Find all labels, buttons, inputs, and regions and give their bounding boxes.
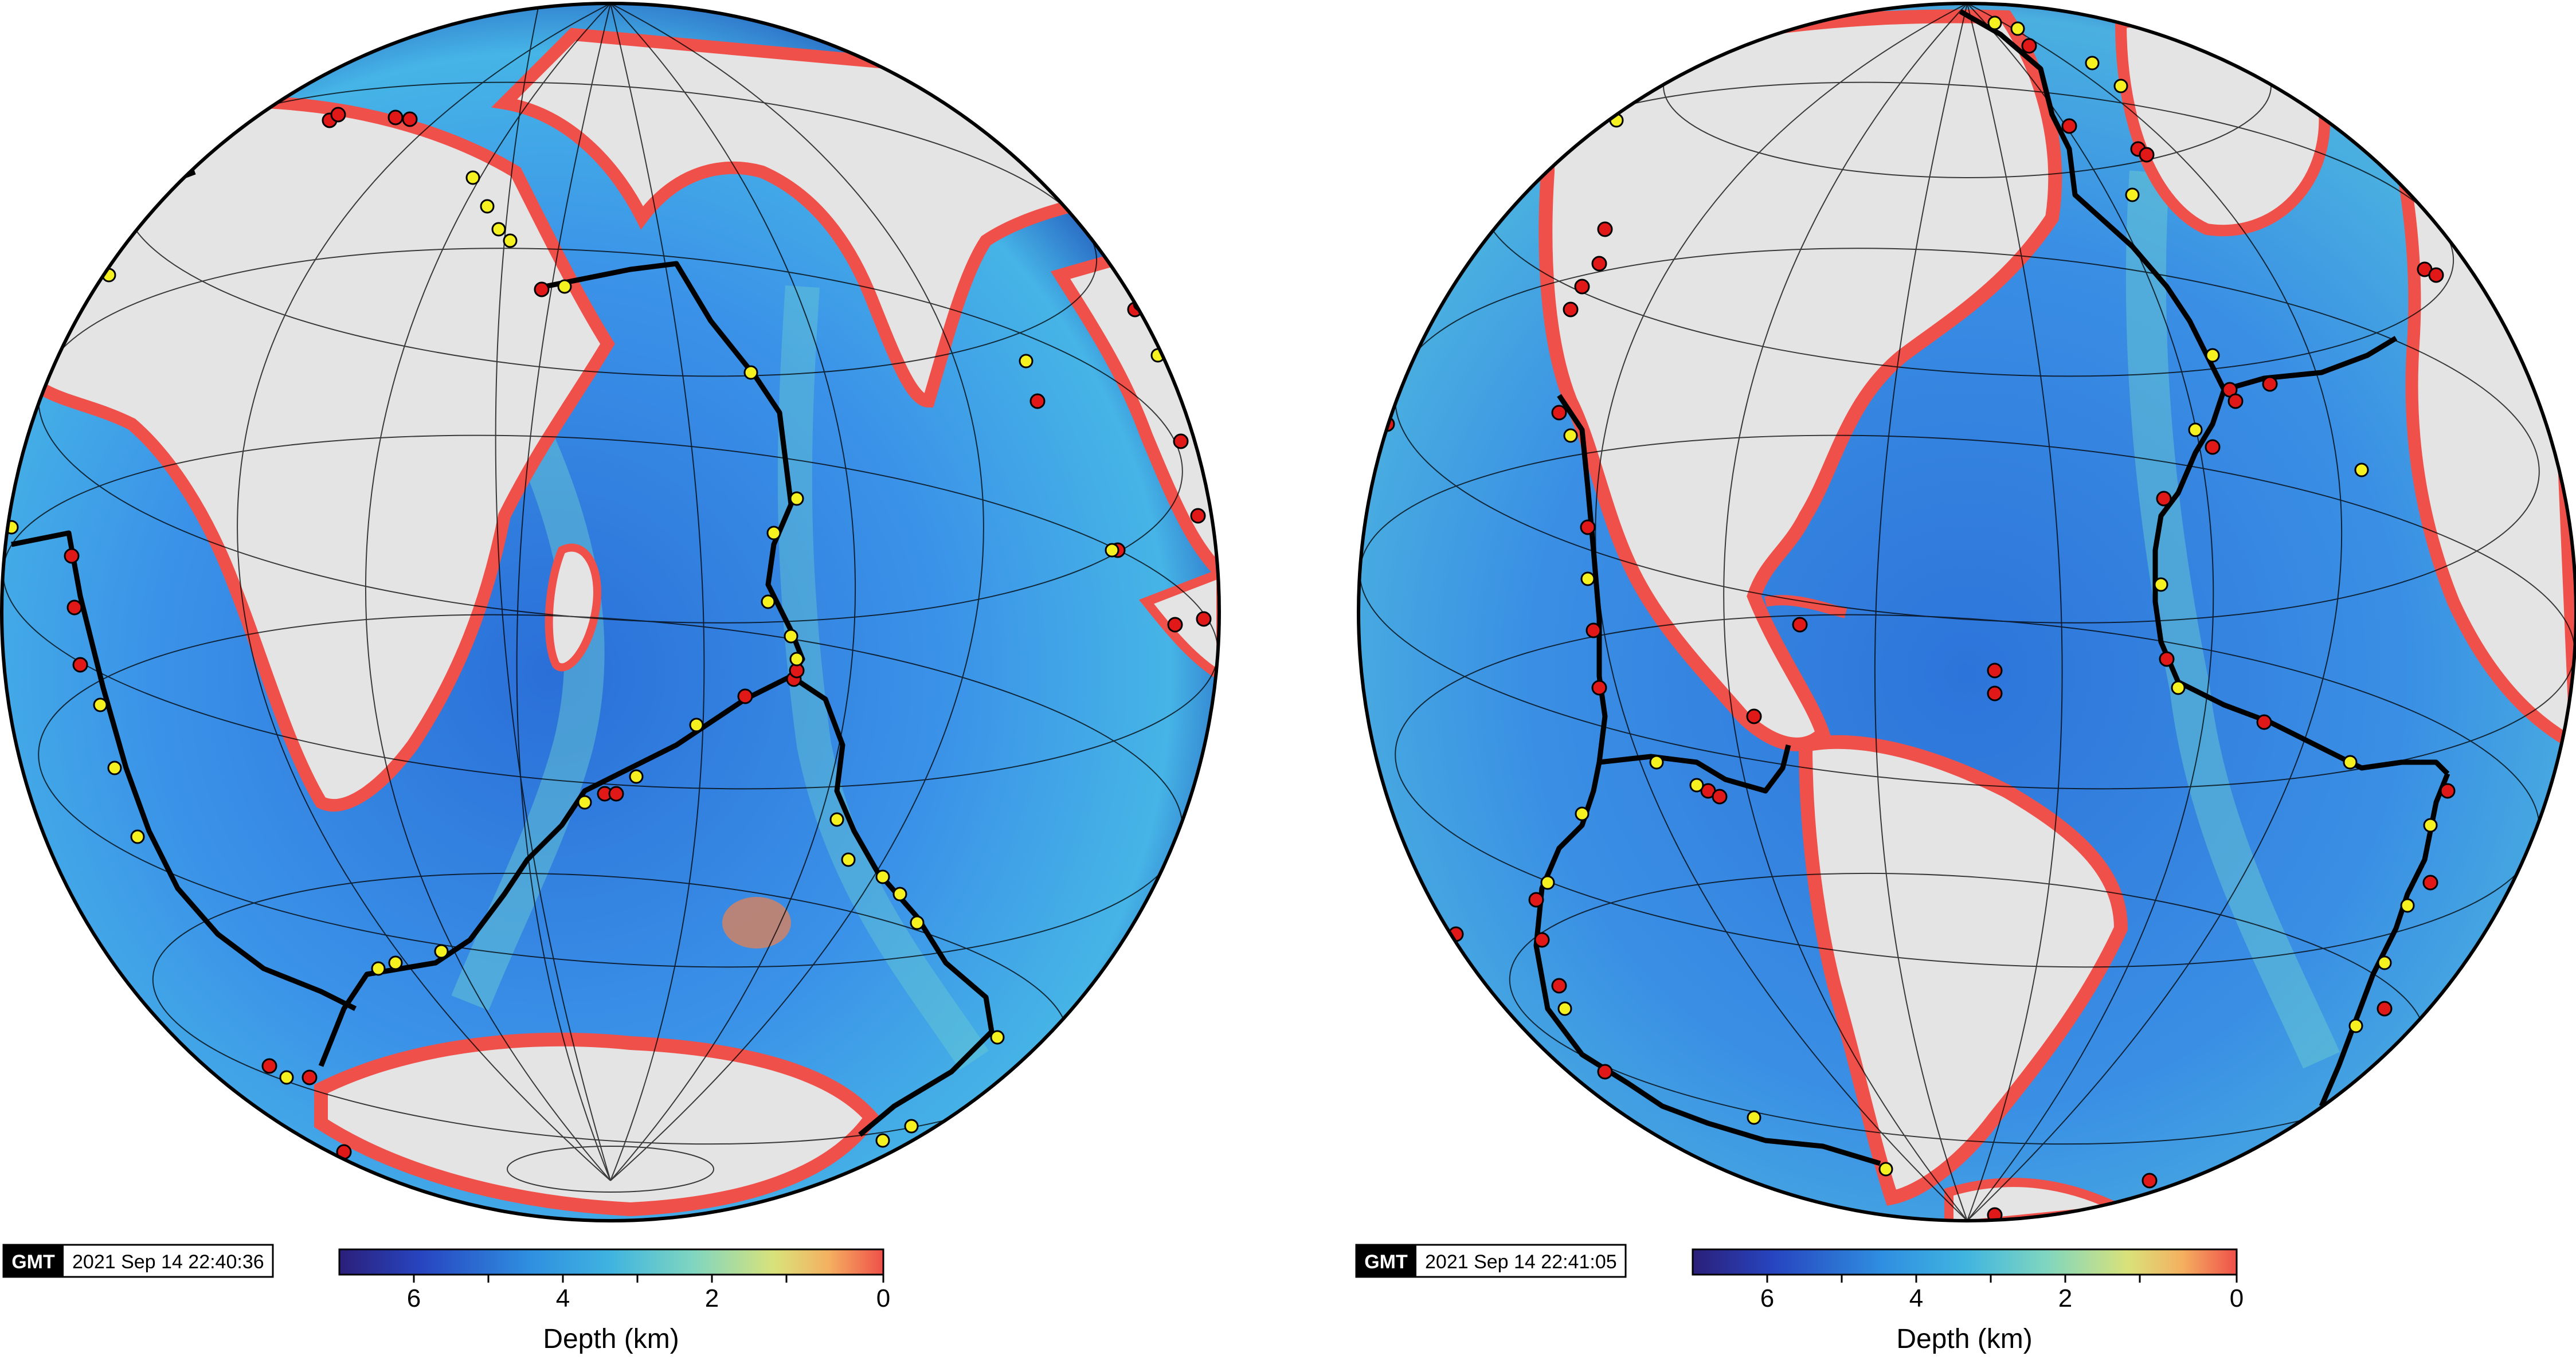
north-america-landmass xyxy=(1538,9,2062,751)
africa-landmass xyxy=(17,95,615,812)
caribbean-islands xyxy=(1764,595,1847,618)
gmt-logo-text: GMT xyxy=(1364,1251,1408,1273)
timestamp: 2021 Sep 14 22:40:36 xyxy=(72,1251,264,1273)
colorbar-label: Depth (km) xyxy=(1896,1324,2032,1354)
left-footer: GMT 2021 Sep 14 22:40:36 6 4 2 0 Depth (… xyxy=(2,1244,890,1354)
madagascar xyxy=(545,543,601,672)
depth-colorbar: 6 4 2 0 Depth (km) xyxy=(1692,1248,2244,1354)
colorbar-tick-0: 0 xyxy=(2230,1284,2244,1312)
globe-outline xyxy=(1357,2,2576,1222)
graticule xyxy=(1359,3,2575,1221)
graticule xyxy=(2,3,1219,1193)
timestamp-box: GMT 2021 Sep 14 22:41:05 xyxy=(1355,1244,1627,1278)
right-footer: GMT 2021 Sep 14 22:41:05 6 4 2 0 Depth (… xyxy=(1355,1244,2244,1354)
colorbar-ticks xyxy=(1766,1275,2238,1283)
timestamp-box: GMT 2021 Sep 14 22:40:36 xyxy=(2,1244,274,1278)
globe-indian-ocean xyxy=(0,2,1221,1222)
shallow-ridge-band xyxy=(451,392,605,1011)
earthquake-markers xyxy=(4,107,1212,1160)
antarctica xyxy=(314,1032,880,1217)
earthquake-markers xyxy=(1379,15,2456,1221)
colorbar-tick-2: 2 xyxy=(2058,1284,2072,1312)
globe-outline xyxy=(0,2,1221,1222)
colorbar-tick-6: 6 xyxy=(407,1284,421,1312)
australia-edge xyxy=(1138,566,1219,685)
colorbar-label: Depth (km) xyxy=(543,1324,679,1354)
shallow-ridge-band xyxy=(777,285,989,1070)
gmt-logo-icon xyxy=(1356,1245,1416,1277)
depth-colorbar: 6 4 2 0 Depth (km) xyxy=(338,1248,890,1354)
colorbar-tick-4: 4 xyxy=(556,1284,570,1312)
mid-atlantic-ridge-band xyxy=(2125,170,2340,1069)
colorbar-tick-6: 6 xyxy=(1760,1284,1774,1312)
gmt-logo-icon xyxy=(3,1245,64,1277)
colorbar-tick-0: 0 xyxy=(876,1284,890,1312)
colorbar-gradient xyxy=(338,1248,884,1276)
colorbar-tick-2: 2 xyxy=(705,1284,719,1312)
colorbar-ticks xyxy=(413,1275,884,1283)
colorbar-tick-4: 4 xyxy=(1909,1284,1923,1312)
gmt-logo-text: GMT xyxy=(11,1251,55,1273)
globe-atlantic-ocean xyxy=(1357,2,2576,1222)
colorbar-gradient xyxy=(1692,1248,2238,1276)
timestamp: 2021 Sep 14 22:41:05 xyxy=(1425,1251,1617,1273)
